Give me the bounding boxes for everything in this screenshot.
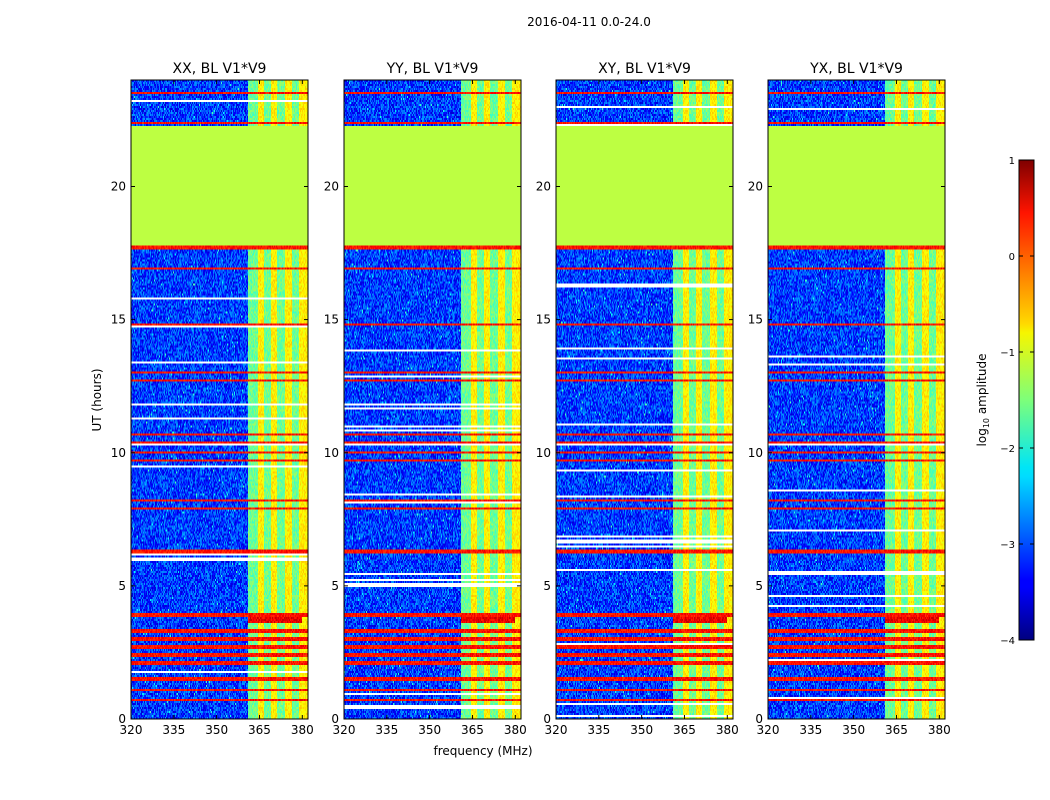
y-tick-label: 10 [324, 446, 339, 460]
panel-title: XY, BL V1*V9 [598, 61, 691, 77]
y-tick-label: 15 [111, 313, 126, 327]
colorbar-ticks: 1 0 −1 −2 −3 −4 [1000, 156, 1034, 647]
y-tick-label: 5 [755, 579, 763, 593]
colorbar-tick-label: −2 [1000, 444, 1015, 455]
y-tick-label: 15 [536, 313, 551, 327]
x-tick-label: 320 [757, 723, 780, 737]
y-tick-label: 0 [331, 712, 339, 726]
colorbar-label-sub: 10 [982, 418, 991, 428]
panel: XX, BL V1*V9 0 5 10 15 20 320 335 350 365 380 [111, 61, 314, 737]
x-tick-label: 320 [545, 723, 568, 737]
x-tick-label: 350 [630, 723, 653, 737]
x-tick-label: 335 [162, 723, 185, 737]
x-tick-label: 380 [716, 723, 739, 737]
panel-frame [555, 79, 734, 720]
y-tick-label: 5 [118, 579, 126, 593]
panel: XY, BL V1*V9 0 5 10 15 20 320 335 350 365 380 [536, 61, 739, 737]
y-axis-label: UT (hours) [90, 368, 104, 431]
y-tick-label: 10 [748, 446, 763, 460]
x-tick-label: 380 [291, 723, 314, 737]
x-tick-label: 335 [375, 723, 398, 737]
x-tick-label: 350 [205, 723, 228, 737]
panel-title: XX, BL V1*V9 [173, 61, 267, 77]
x-tick-label: 320 [120, 723, 143, 737]
colorbar-tick-label: −3 [1000, 540, 1015, 551]
y-tick-label: 10 [111, 446, 126, 460]
heatmap-image [131, 80, 308, 719]
x-tick-label: 335 [799, 723, 822, 737]
colorbar-label-base: log [975, 428, 989, 446]
panel: YX, BL V1*V9 0 5 10 15 20 320 335 350 365 380 [748, 61, 951, 737]
x-tick-label: 365 [673, 723, 696, 737]
y-tick-label: 20 [324, 180, 339, 194]
x-tick-label: 365 [885, 723, 908, 737]
x-tick-label: 380 [928, 723, 951, 737]
colorbar-tick-label: 1 [1009, 156, 1015, 167]
x-tick-label: 380 [504, 723, 527, 737]
y-tick-label: 5 [543, 579, 551, 593]
colorbar: 10−1−2−3−4 log10 amplitude [975, 156, 1035, 647]
x-tick-label: 320 [333, 723, 356, 737]
y-tick-label: 5 [331, 579, 339, 593]
x-tick-label: 350 [418, 723, 441, 737]
y-tick-label: 15 [748, 313, 763, 327]
panel-title: YY, BL V1*V9 [386, 61, 479, 77]
y-tick-label: 20 [536, 180, 551, 194]
y-tick-label: 0 [118, 712, 126, 726]
y-tick-label: 0 [543, 712, 551, 726]
panel-title: YX, BL V1*V9 [809, 61, 903, 77]
heatmap-image [344, 80, 521, 719]
colorbar-label-rest: amplitude [975, 354, 989, 418]
panel: YY, BL V1*V9 0 5 10 15 20 320 335 350 365 380 [324, 61, 527, 737]
x-axis-label: frequency (MHz) [433, 744, 532, 758]
panel-frame [130, 79, 309, 720]
colorbar-gradient [1018, 159, 1035, 641]
colorbar-tick-label: 0 [1009, 252, 1015, 263]
y-tick-label: 15 [324, 313, 339, 327]
figure-suptitle: 2016-04-11 0.0-24.0 [527, 15, 651, 29]
y-tick-label: 0 [755, 712, 763, 726]
x-tick-label: 365 [461, 723, 484, 737]
colorbar-tick-label: −1 [1000, 348, 1015, 359]
y-tick-label: 10 [536, 446, 551, 460]
x-tick-label: 335 [587, 723, 610, 737]
panel-frame [343, 79, 522, 720]
x-tick-label: 350 [842, 723, 865, 737]
colorbar-label: log10 amplitude [975, 354, 991, 447]
colorbar-tick-label: −4 [1000, 636, 1015, 647]
y-tick-label: 20 [748, 180, 763, 194]
y-tick-label: 20 [111, 180, 126, 194]
panel-frame [767, 79, 946, 720]
heatmap-image [768, 80, 945, 719]
x-tick-label: 365 [248, 723, 271, 737]
heatmap-image [556, 80, 733, 719]
